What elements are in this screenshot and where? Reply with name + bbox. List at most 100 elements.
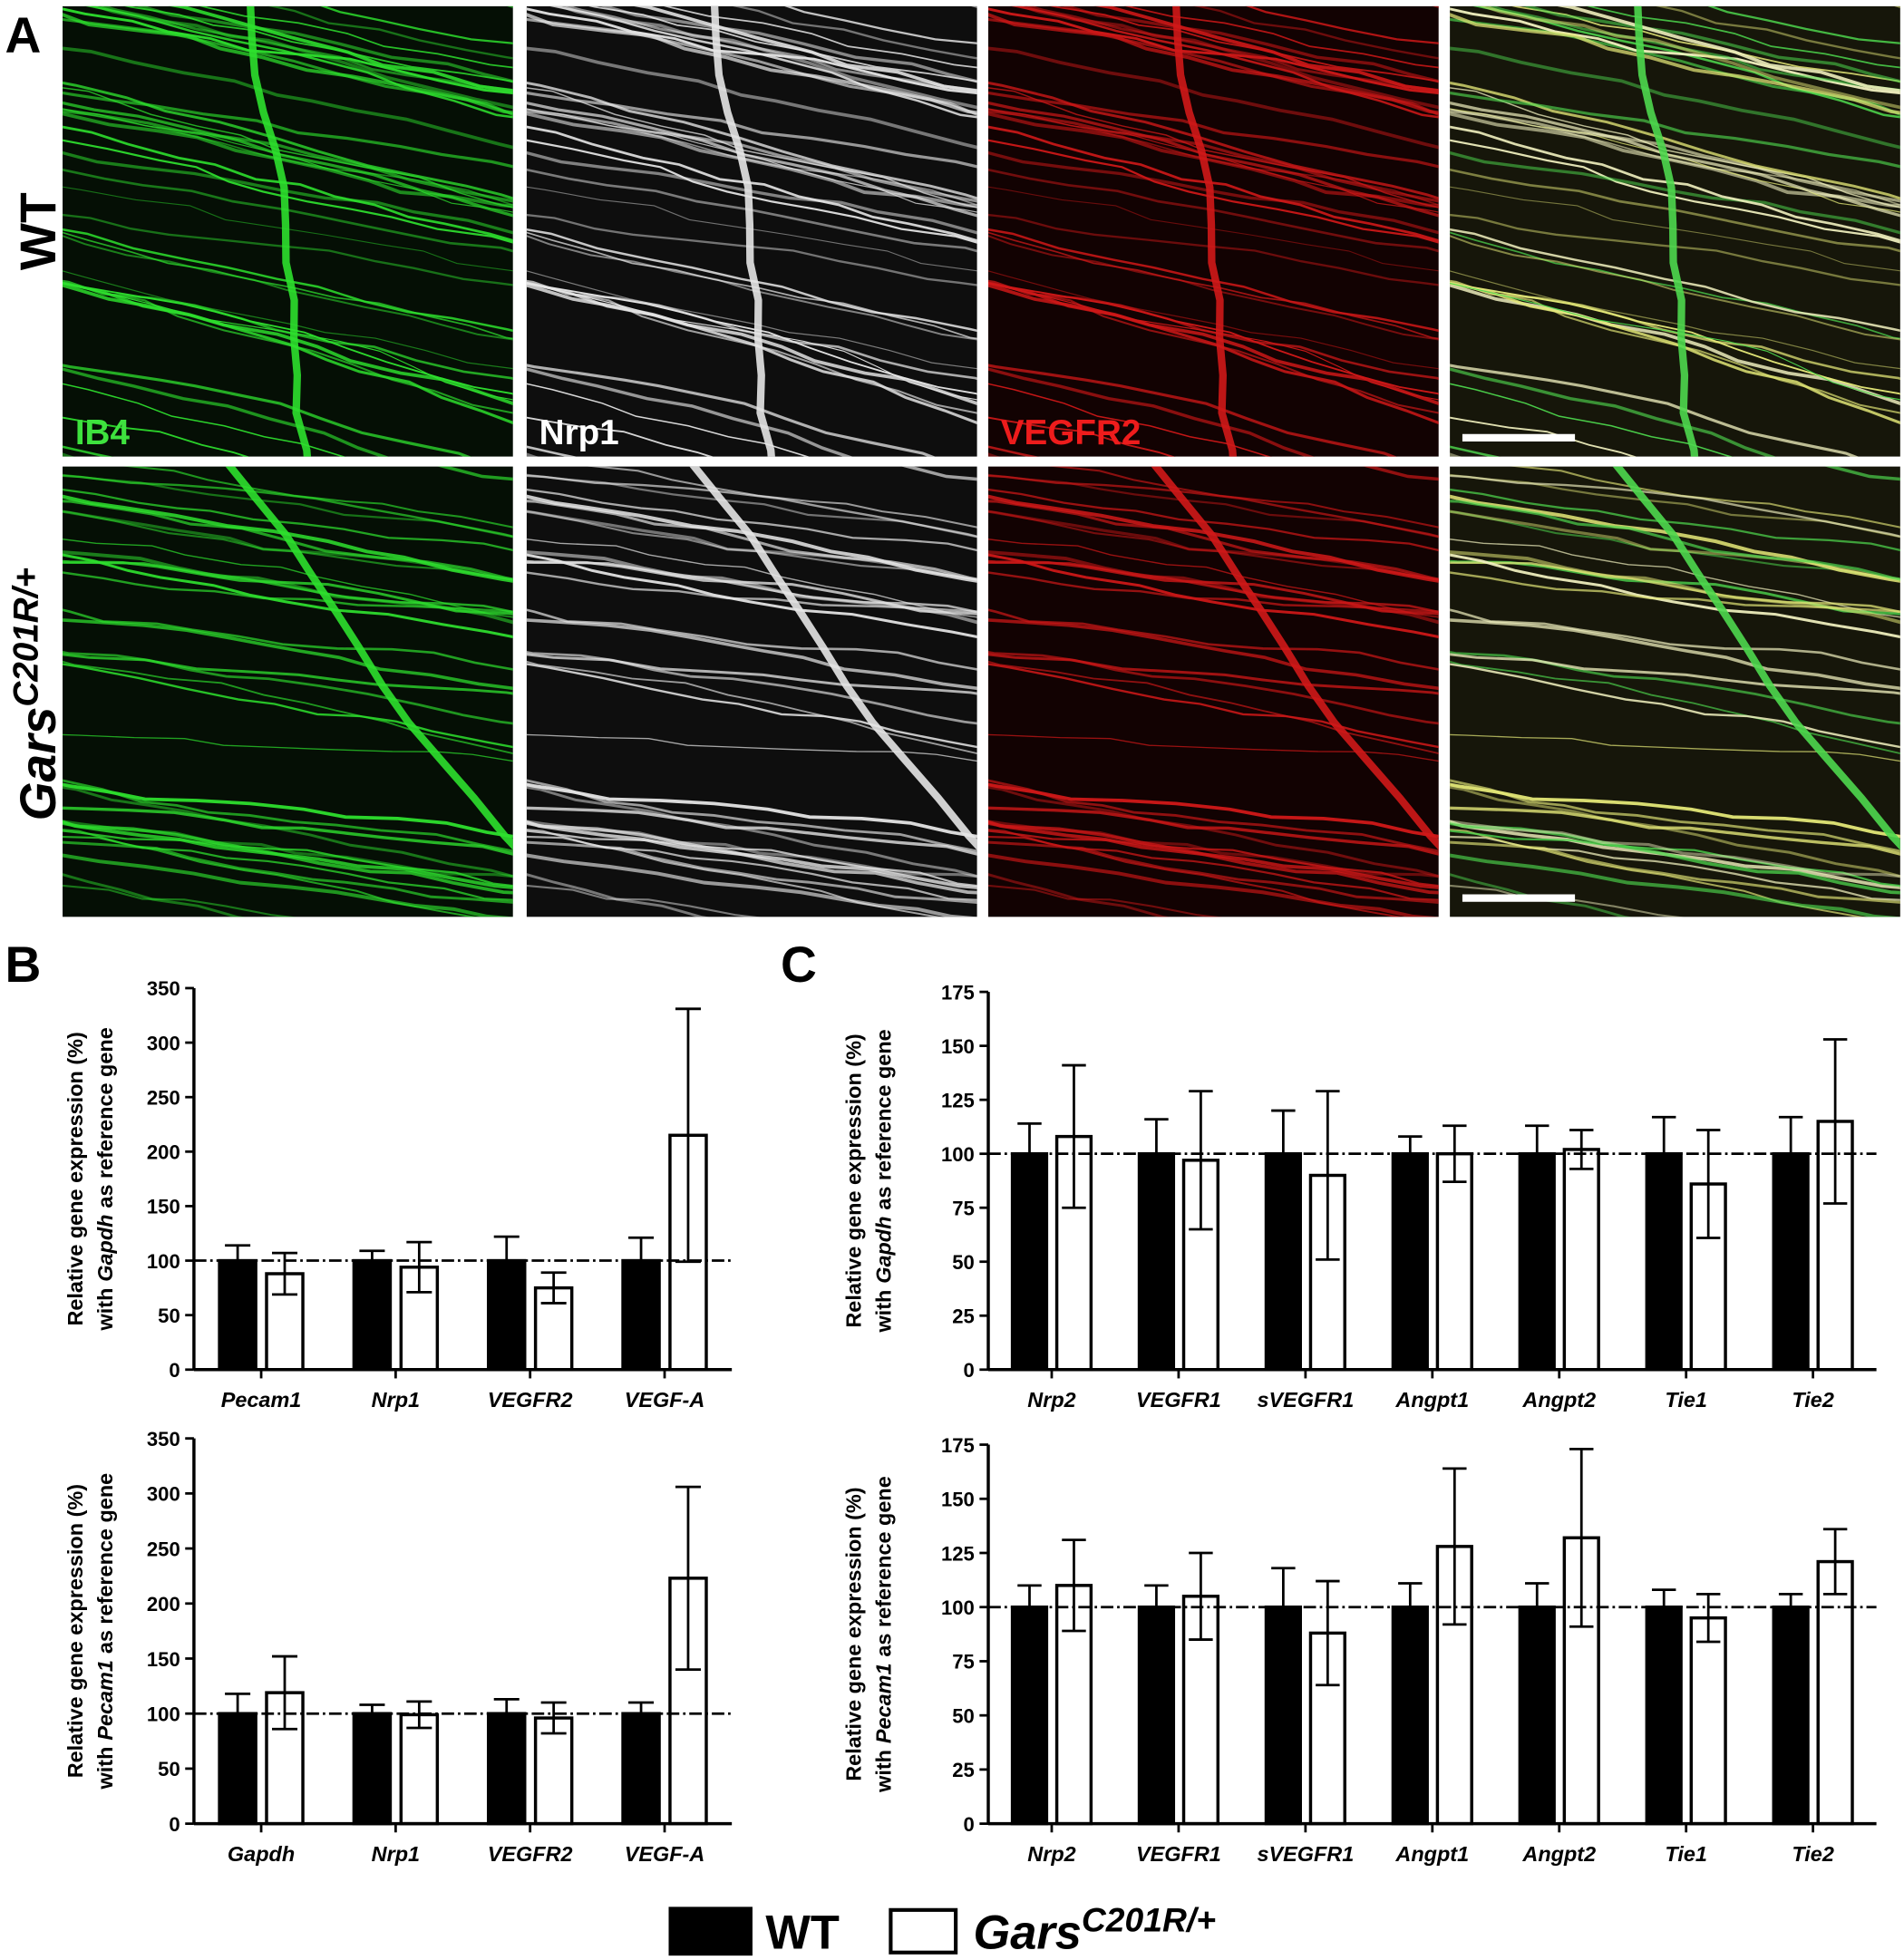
- micrograph: [63, 466, 513, 917]
- vessel: [526, 282, 977, 395]
- vessel: [526, 488, 977, 552]
- vessel: [1450, 618, 1900, 691]
- vessel: [1586, 5, 1900, 69]
- panel-label: A: [5, 7, 42, 63]
- vessel: [63, 13, 513, 115]
- vessel: [988, 785, 1439, 878]
- vessel: [988, 474, 1439, 538]
- vessel: [988, 364, 1397, 457]
- bar: [1435, 1151, 1473, 1372]
- micrograph: [526, 5, 977, 457]
- bar: [1518, 1151, 1556, 1372]
- y-axis-label: with Gapdh as reference gene: [871, 1029, 895, 1333]
- x-tick-label: Nrp1: [372, 1388, 420, 1412]
- vessel: [1450, 364, 1859, 457]
- vessel: [1444, 949, 1904, 1024]
- vessel: [988, 416, 1175, 457]
- vessel: [63, 364, 471, 457]
- vessel: [63, 81, 513, 200]
- vessel: [1450, 733, 1900, 762]
- bar: [1137, 1606, 1176, 1826]
- vessel: [988, 367, 1315, 457]
- bar: [1772, 1606, 1810, 1826]
- vessel: [1172, 5, 1238, 457]
- vessel: [63, 108, 513, 206]
- vessel: [988, 46, 1439, 150]
- vessel: [63, 884, 296, 917]
- vessel: [438, 466, 513, 481]
- vessel: [63, 416, 249, 457]
- vessel: [63, 785, 513, 878]
- row-label: WT: [10, 192, 66, 270]
- vessel: [63, 494, 513, 583]
- vessel: [1450, 445, 1501, 457]
- vessel: [63, 367, 389, 457]
- x-tick-label: Tie1: [1665, 1388, 1706, 1412]
- vessel: [526, 445, 578, 457]
- y-tick-label: 0: [169, 1359, 180, 1382]
- y-tick-label: 50: [158, 1305, 180, 1327]
- vessel: [1450, 281, 1900, 425]
- y-tick-label: 50: [952, 1251, 975, 1274]
- bar: [1010, 1606, 1049, 1826]
- error-bar: [225, 1692, 251, 1734]
- vessels: [526, 5, 977, 457]
- vessel: [988, 840, 1439, 904]
- vessel: [988, 186, 1439, 272]
- vessel: [1612, 466, 1900, 850]
- vessel: [1450, 853, 1900, 917]
- vessel: [247, 5, 312, 457]
- vessel: [988, 488, 1439, 552]
- vessel: [63, 651, 513, 725]
- vessel: [1450, 651, 1900, 725]
- vessel: [1450, 168, 1900, 253]
- error-bar: [628, 1236, 655, 1284]
- vessels: [63, 5, 513, 457]
- vessel: [1450, 806, 1900, 856]
- vessel: [988, 283, 1439, 406]
- vessel: [63, 7, 513, 95]
- vessel: [1450, 509, 1900, 582]
- vessels: [965, 466, 1520, 1047]
- legend-label-text: Gars: [973, 1907, 1081, 1960]
- vessels: [988, 5, 1439, 457]
- vessel: [988, 821, 1439, 895]
- y-tick-label: 175: [941, 1434, 975, 1457]
- vessels: [63, 466, 513, 917]
- vessel: [63, 820, 513, 878]
- vessel: [988, 110, 1439, 203]
- vessel: [988, 494, 1439, 583]
- vessel: [63, 500, 513, 581]
- y-axis-label: Relative gene expression (%): [63, 1032, 87, 1325]
- vessel: [526, 108, 977, 206]
- vessel: [63, 663, 513, 749]
- error-bar: [540, 1701, 567, 1735]
- vessel: [1450, 884, 1683, 917]
- vessel: [901, 466, 977, 481]
- y-tick-label: 250: [147, 1538, 180, 1560]
- error-bar: [1189, 1090, 1213, 1231]
- vessel: [965, 941, 1520, 1047]
- vessel: [988, 228, 1439, 333]
- row-label-text: Gars: [10, 707, 66, 821]
- vessel: [526, 231, 977, 340]
- vessel: [1124, 5, 1439, 69]
- vessel: [988, 282, 1439, 395]
- vessel: [1450, 101, 1900, 218]
- bar: [1391, 1151, 1429, 1372]
- vessel: [988, 651, 1439, 725]
- vessel: [1450, 186, 1900, 272]
- y-tick-label: 350: [147, 977, 180, 1000]
- vessel: [63, 383, 345, 457]
- y-axis-label-part: with: [871, 1750, 895, 1793]
- y-axis-label-part: with: [93, 1288, 117, 1332]
- vessel: [988, 820, 1439, 878]
- y-axis-label-gene: Gapdh: [871, 1217, 895, 1284]
- vessel: [988, 820, 1439, 889]
- vessel: [63, 283, 513, 406]
- vessel: [1450, 367, 1776, 457]
- vessel: [526, 213, 977, 286]
- bar: [399, 1713, 440, 1826]
- y-axis-label-part: as reference gene: [871, 1476, 895, 1656]
